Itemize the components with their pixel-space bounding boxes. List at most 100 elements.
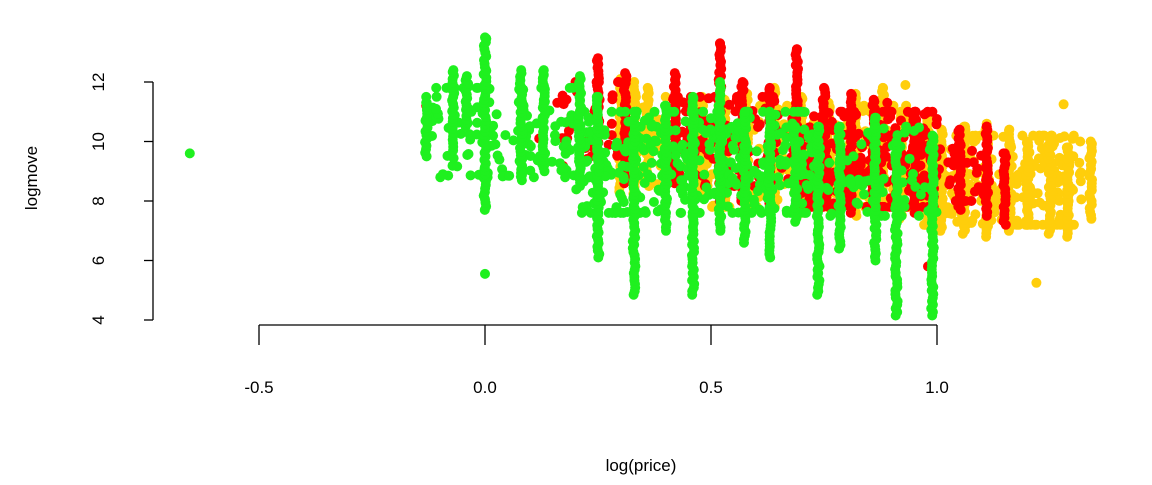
data-point <box>524 121 535 132</box>
y-tick-label: 12 <box>89 73 108 92</box>
data-point <box>606 130 617 141</box>
data-point <box>879 210 890 221</box>
data-point <box>803 184 814 194</box>
data-point <box>724 99 735 110</box>
data-point <box>749 165 760 176</box>
data-point <box>1004 124 1015 135</box>
data-point <box>853 174 864 185</box>
x-tick-label: 0.0 <box>473 378 497 397</box>
data-point <box>1075 136 1086 147</box>
data-point <box>431 91 442 102</box>
data-point <box>559 162 570 173</box>
data-point <box>739 106 750 117</box>
y-tick-label: 6 <box>89 256 108 265</box>
data-point <box>971 167 982 178</box>
data-point <box>1074 157 1085 168</box>
data-point <box>472 117 483 128</box>
data-point <box>884 106 895 117</box>
data-point <box>851 197 862 208</box>
data-point <box>465 170 476 181</box>
data-point <box>981 121 992 132</box>
data-point <box>525 141 536 152</box>
data-point <box>835 106 846 117</box>
y-tick-label: 4 <box>89 315 108 324</box>
data-point <box>777 145 788 156</box>
data-point <box>1068 130 1079 141</box>
data-point <box>791 44 802 55</box>
data-point <box>431 103 441 114</box>
data-point <box>780 159 791 170</box>
data-point <box>752 186 763 197</box>
data-point <box>846 88 857 99</box>
data-point <box>727 207 738 218</box>
data-point <box>606 118 617 129</box>
data-point <box>675 184 686 195</box>
data-point <box>618 197 629 208</box>
x-tick-label: -0.5 <box>244 378 273 397</box>
data-point <box>826 208 837 219</box>
data-point <box>557 90 568 101</box>
data-point <box>944 179 955 190</box>
data-point <box>751 146 762 157</box>
data-point <box>968 157 979 168</box>
data-point <box>756 171 767 182</box>
data-point <box>560 172 571 183</box>
data-point <box>1085 136 1096 147</box>
data-point <box>492 150 503 161</box>
data-point <box>798 150 809 161</box>
data-point <box>914 122 924 133</box>
data-point <box>856 155 867 166</box>
data-point <box>560 148 571 159</box>
data-point <box>823 185 834 195</box>
data-point <box>455 128 466 139</box>
data-point <box>813 121 824 132</box>
data-point <box>638 161 649 172</box>
data-point <box>754 204 765 215</box>
data-point <box>753 122 763 132</box>
data-point <box>676 175 687 186</box>
data-point <box>603 207 614 218</box>
data-point <box>780 106 791 117</box>
data-point <box>856 167 866 177</box>
data-point <box>845 178 856 189</box>
data-point <box>184 148 195 159</box>
data-point <box>669 68 680 79</box>
data-point <box>882 97 893 108</box>
data-point <box>437 169 448 180</box>
data-point <box>910 181 921 192</box>
data-point <box>824 157 835 168</box>
data-point <box>870 112 881 123</box>
data-point <box>927 130 938 141</box>
data-point <box>999 148 1010 159</box>
data-point <box>606 106 617 117</box>
data-point <box>613 167 624 178</box>
data-point <box>891 136 902 147</box>
data-point <box>629 77 640 87</box>
data-point <box>504 170 515 181</box>
data-point <box>639 178 650 188</box>
y-axis-label: logmove <box>22 146 41 210</box>
data-point <box>704 139 715 150</box>
data-point <box>774 180 785 191</box>
data-point <box>607 90 618 101</box>
data-point <box>868 94 879 105</box>
data-point <box>796 106 807 117</box>
data-point <box>1075 176 1086 187</box>
data-point <box>834 121 845 132</box>
data-point <box>715 77 725 87</box>
data-point <box>431 82 442 93</box>
data-point <box>508 135 519 146</box>
data-point <box>729 144 739 155</box>
data-point <box>859 189 869 200</box>
y-axis <box>144 81 154 321</box>
data-point <box>1055 219 1066 230</box>
data-point <box>615 106 626 117</box>
data-point <box>629 106 640 117</box>
data-point <box>516 65 527 76</box>
data-point <box>1045 133 1055 144</box>
data-point <box>773 172 784 183</box>
data-point <box>764 82 775 93</box>
data-point <box>525 165 536 176</box>
data-point <box>646 172 657 183</box>
